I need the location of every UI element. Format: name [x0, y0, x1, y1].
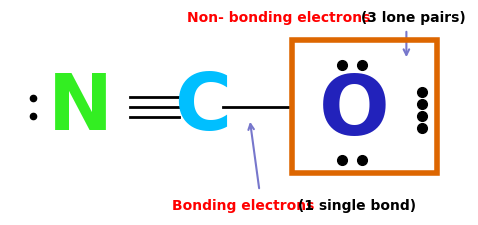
Text: (3 lone pairs): (3 lone pairs) [357, 11, 466, 25]
Bar [292, 41, 437, 173]
Text: Bonding electrons: Bonding electrons [172, 198, 314, 212]
Text: Non- bonding electrons: Non- bonding electrons [187, 11, 371, 25]
Text: N: N [48, 70, 113, 145]
Text: (1 single bond): (1 single bond) [293, 198, 416, 212]
Text: C: C [174, 70, 231, 145]
Text: O: O [319, 70, 390, 151]
